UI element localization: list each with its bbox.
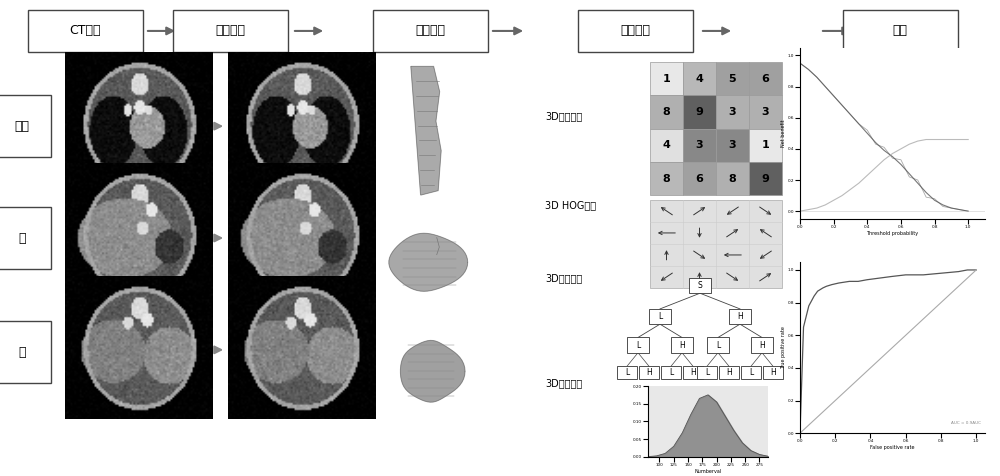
Bar — [719, 366, 739, 379]
Text: AUC = 0.9AUC: AUC = 0.9AUC — [951, 421, 981, 425]
Polygon shape — [411, 67, 441, 195]
FancyBboxPatch shape — [28, 10, 143, 52]
Bar — [639, 366, 659, 379]
Text: H: H — [690, 368, 696, 377]
Text: 3: 3 — [729, 107, 736, 117]
Text: 4: 4 — [696, 73, 703, 84]
Text: H: H — [759, 341, 765, 349]
Bar — [749, 129, 782, 162]
Text: H: H — [737, 312, 743, 321]
Text: S: S — [698, 281, 702, 290]
Text: 食管: 食管 — [14, 119, 30, 133]
Text: 9: 9 — [762, 173, 769, 184]
Y-axis label: True positive rate: True positive rate — [781, 326, 786, 369]
Text: 1: 1 — [663, 73, 670, 84]
Text: L: L — [636, 341, 640, 349]
Bar — [716, 162, 749, 195]
Bar — [617, 366, 637, 379]
Text: 8: 8 — [663, 173, 670, 184]
X-axis label: False positive rate: False positive rate — [870, 445, 915, 450]
Text: H: H — [770, 368, 776, 377]
Bar — [697, 366, 717, 379]
Text: L: L — [625, 368, 629, 377]
Text: 三维重建: 三维重建 — [415, 24, 445, 38]
Bar — [650, 200, 782, 288]
Text: 3D小波特征: 3D小波特征 — [545, 273, 582, 284]
Text: 3: 3 — [696, 140, 703, 150]
X-axis label: Numberval: Numberval — [694, 468, 722, 474]
Text: 9: 9 — [696, 107, 703, 117]
Text: 3D统计特征: 3D统计特征 — [545, 378, 582, 388]
Bar — [683, 129, 716, 162]
Bar — [716, 62, 749, 95]
Text: 8: 8 — [729, 173, 736, 184]
X-axis label: Threshold probability: Threshold probability — [866, 230, 919, 236]
Text: 3: 3 — [729, 140, 736, 150]
Text: 1: 1 — [762, 140, 769, 150]
Text: 模型: 模型 — [893, 24, 908, 38]
Bar — [716, 129, 749, 162]
Bar — [650, 162, 683, 195]
Bar — [741, 366, 761, 379]
Text: CT数据: CT数据 — [69, 24, 101, 38]
Bar — [749, 162, 782, 195]
Polygon shape — [401, 341, 465, 402]
Bar — [650, 129, 683, 162]
Text: L: L — [716, 341, 720, 349]
Text: 3D纹理特征: 3D纹理特征 — [545, 111, 582, 122]
Text: 6: 6 — [696, 173, 703, 184]
Text: 特征提取: 特征提取 — [620, 24, 650, 38]
Text: L: L — [658, 312, 662, 321]
FancyBboxPatch shape — [842, 10, 958, 52]
FancyBboxPatch shape — [372, 10, 488, 52]
Bar — [627, 337, 649, 353]
Bar — [661, 366, 681, 379]
Text: 3: 3 — [762, 107, 769, 117]
Text: 脾: 脾 — [18, 346, 26, 359]
Bar — [689, 278, 711, 293]
Text: 8: 8 — [663, 107, 670, 117]
FancyBboxPatch shape — [0, 321, 51, 383]
Bar — [707, 337, 729, 353]
Text: 器官分割: 器官分割 — [215, 24, 245, 38]
Bar — [749, 62, 782, 95]
Text: 5: 5 — [729, 73, 736, 84]
Text: 4: 4 — [663, 140, 670, 150]
Bar — [763, 366, 783, 379]
Text: 6: 6 — [762, 73, 769, 84]
Text: H: H — [646, 368, 652, 377]
FancyBboxPatch shape — [0, 95, 51, 157]
Bar — [683, 95, 716, 129]
FancyBboxPatch shape — [578, 10, 692, 52]
Y-axis label: Net benefit: Net benefit — [781, 119, 786, 147]
FancyBboxPatch shape — [0, 207, 51, 269]
Bar — [671, 337, 693, 353]
Text: L: L — [669, 368, 673, 377]
Bar — [683, 162, 716, 195]
Bar — [716, 95, 749, 129]
Bar — [650, 62, 683, 95]
Polygon shape — [389, 233, 468, 291]
Bar — [749, 95, 782, 129]
Text: L: L — [705, 368, 709, 377]
Text: H: H — [679, 341, 685, 349]
Text: 3D HOG特征: 3D HOG特征 — [545, 199, 596, 210]
Bar — [649, 309, 671, 324]
Text: L: L — [749, 368, 753, 377]
Bar — [650, 95, 683, 129]
Text: 肝: 肝 — [18, 231, 26, 245]
Bar — [683, 366, 703, 379]
Bar — [751, 337, 773, 353]
Bar — [683, 62, 716, 95]
Bar — [729, 309, 751, 324]
Text: H: H — [726, 368, 732, 377]
FancyBboxPatch shape — [173, 10, 288, 52]
